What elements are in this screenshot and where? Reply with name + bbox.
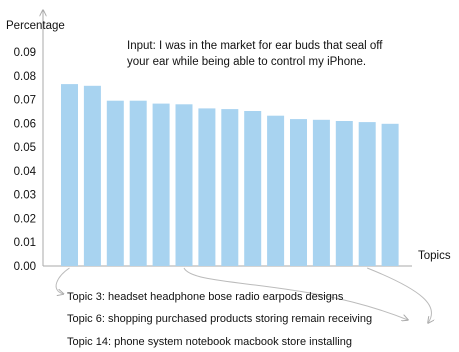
bar — [267, 115, 285, 266]
input-annotation-line-1: Input: I was in the market for ear buds … — [127, 40, 383, 52]
topic-connector-arrow — [55, 267, 70, 294]
bar — [244, 111, 262, 266]
y-tick-label: 0.00 — [14, 261, 36, 273]
y-tick-label: 0.04 — [14, 166, 37, 178]
bar — [312, 119, 330, 266]
bar — [335, 121, 353, 266]
input-annotation-line-2: your ear while being able to control my … — [127, 56, 366, 68]
topic-connectors — [55, 267, 431, 323]
topic-label-6: Topic 6: shopping purchased products sto… — [67, 313, 372, 325]
y-tick-label: 0.07 — [14, 95, 36, 107]
bar — [175, 104, 193, 266]
topic-label-3: Topic 3: headset headphone bose radio ea… — [67, 291, 344, 303]
y-tick-label: 0.03 — [14, 190, 36, 202]
y-tick-label: 0.06 — [14, 118, 36, 130]
y-tick-label: 0.05 — [14, 142, 36, 154]
topic-label-14: Topic 14: phone system notebook macbook … — [67, 336, 352, 348]
y-tick-label: 0.01 — [14, 237, 36, 249]
bar — [61, 84, 78, 266]
bar — [129, 100, 147, 266]
bar — [358, 122, 376, 266]
bar — [198, 108, 216, 267]
bar — [83, 85, 101, 266]
y-ticks: 0.00 0.01 0.02 0.03 0.04 0.05 0.06 0.07 0.08 0.09 — [14, 47, 37, 273]
bar — [152, 103, 170, 266]
bar — [106, 100, 124, 266]
bar — [221, 109, 239, 266]
bar — [290, 119, 307, 266]
y-axis-title: Percentage — [6, 20, 65, 32]
x-axis-title: Topics — [418, 250, 451, 262]
y-tick-label: 0.02 — [14, 213, 36, 225]
bars — [61, 84, 399, 267]
bar — [381, 123, 399, 266]
topic-connector-arrow — [183, 267, 408, 320]
topic-connector-arrow — [367, 267, 431, 323]
y-tick-label: 0.08 — [14, 71, 36, 83]
y-tick-label: 0.09 — [14, 47, 36, 59]
